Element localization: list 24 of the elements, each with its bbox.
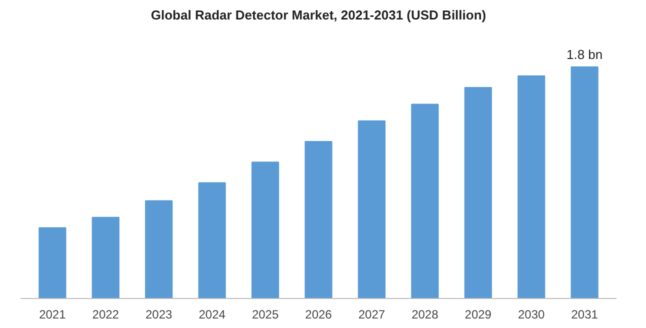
- bar: [518, 75, 546, 298]
- x-tick-label: 2025: [252, 308, 279, 322]
- x-tick-label: 2023: [146, 308, 173, 322]
- chart-title: Global Radar Detector Market, 2021-2031 (USD Billion): [150, 8, 486, 22]
- x-tick-label: 2026: [305, 308, 332, 322]
- bar: [145, 200, 173, 298]
- bar: [198, 182, 226, 298]
- bar: [251, 162, 280, 298]
- x-tick-label: 2029: [464, 308, 492, 322]
- bar: [411, 104, 439, 298]
- bar: [570, 66, 598, 298]
- x-tick-label: 2028: [412, 308, 439, 322]
- x-tick-label: 2022: [92, 308, 120, 322]
- bar: [358, 120, 386, 298]
- x-tick-label: 2021: [39, 308, 66, 322]
- x-tick-label: 2027: [358, 308, 386, 322]
- bar: [38, 227, 66, 298]
- bar: [304, 141, 332, 298]
- x-tick-label: 2024: [198, 308, 226, 322]
- bar: [92, 216, 120, 298]
- data-label: 1.8 bn: [566, 46, 603, 62]
- x-tick-label: 2031: [571, 308, 598, 322]
- bar: [464, 86, 492, 298]
- x-tick-label: 2030: [518, 308, 546, 322]
